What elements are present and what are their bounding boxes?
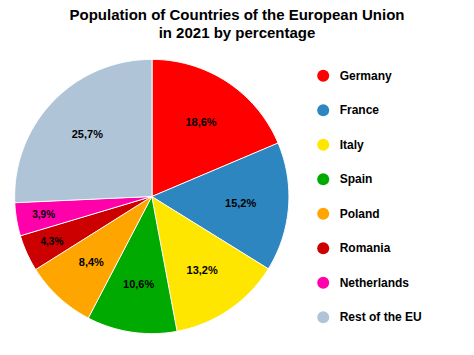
svg-text:Rest of the EU: Rest of the EU xyxy=(340,310,422,324)
svg-text:Romania: Romania xyxy=(340,241,391,255)
svg-text:Italy: Italy xyxy=(340,138,364,152)
svg-text:Spain: Spain xyxy=(340,172,373,186)
html-text:Population of Countries of the: Population of Countries of the European … xyxy=(69,6,405,41)
svg-text:Poland: Poland xyxy=(340,207,380,221)
svg-text:15,2%: 15,2% xyxy=(225,197,256,209)
svg-text:8,4%: 8,4% xyxy=(79,256,104,268)
svg-text:France: France xyxy=(340,103,380,117)
svg-text:4,3%: 4,3% xyxy=(40,236,63,247)
svg-text:25,7%: 25,7% xyxy=(72,128,103,140)
svg-text:Germany: Germany xyxy=(340,69,392,83)
svg-text:18,6%: 18,6% xyxy=(185,116,216,128)
svg-text:3,9%: 3,9% xyxy=(32,209,55,220)
svg-text:13,2%: 13,2% xyxy=(187,264,218,276)
svg-text:Netherlands: Netherlands xyxy=(340,276,410,290)
svg-text:10,6%: 10,6% xyxy=(123,278,154,290)
